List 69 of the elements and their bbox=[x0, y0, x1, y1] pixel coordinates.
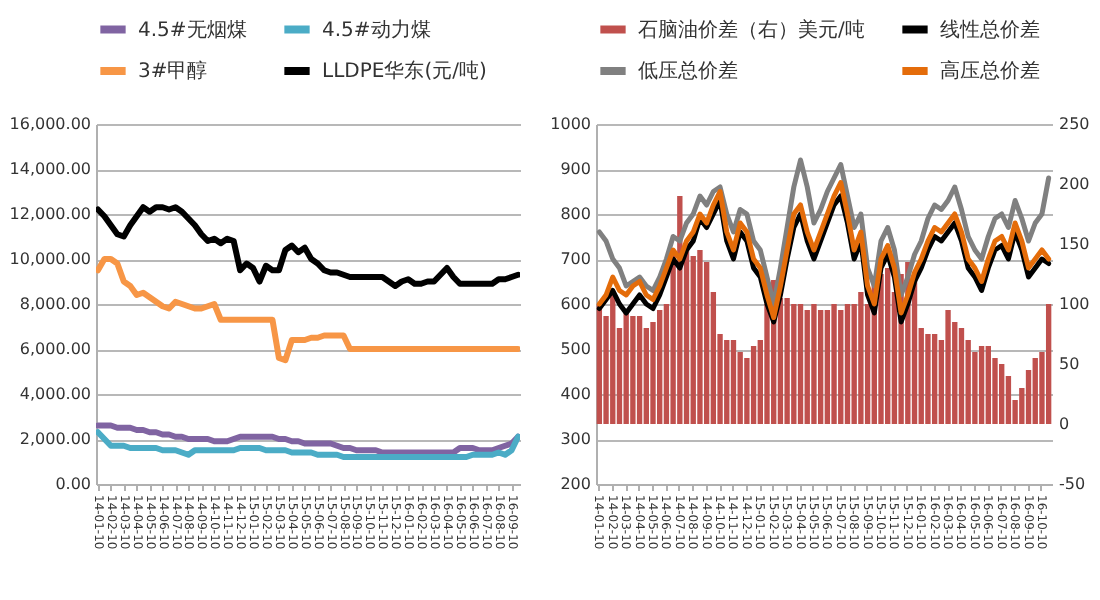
legend-label: 4.5#无烟煤 bbox=[138, 17, 247, 42]
y2-tick-label: 250 bbox=[1059, 115, 1090, 133]
bar bbox=[844, 304, 851, 424]
legend-label: 石脑油价差（右）美元/吨 bbox=[638, 17, 865, 42]
bar bbox=[885, 268, 891, 424]
legend-label: 高压总价差 bbox=[940, 59, 1040, 83]
bar bbox=[1032, 358, 1038, 424]
y-tick-label: 14,000.00 bbox=[9, 160, 91, 178]
bar bbox=[791, 304, 797, 424]
bar bbox=[690, 256, 696, 424]
bar bbox=[804, 310, 810, 424]
bar bbox=[838, 310, 844, 424]
bar bbox=[730, 340, 737, 424]
bar bbox=[1045, 304, 1052, 424]
legend-label: 线性总价差 bbox=[940, 17, 1040, 42]
bar bbox=[657, 310, 663, 424]
y2-tick-label: 200 bbox=[1059, 175, 1090, 193]
bar bbox=[858, 292, 864, 424]
line-series bbox=[96, 256, 520, 364]
bar bbox=[784, 298, 790, 424]
bar bbox=[636, 316, 643, 424]
y-tick-label: 1000 bbox=[550, 115, 591, 133]
bar bbox=[958, 328, 965, 424]
y-tick-label: 400 bbox=[560, 385, 591, 403]
bar bbox=[811, 304, 817, 424]
y-tick-label: 700 bbox=[560, 250, 591, 268]
y-tick-label: 0.00 bbox=[55, 475, 91, 493]
bar bbox=[831, 304, 837, 424]
line-series bbox=[96, 429, 520, 460]
bar bbox=[817, 310, 824, 424]
y-tick-label: 6,000.00 bbox=[19, 340, 91, 358]
y-tick-label: 800 bbox=[560, 205, 591, 223]
y-tick-label: 2,000.00 bbox=[19, 430, 91, 448]
bar bbox=[630, 316, 636, 424]
bar bbox=[724, 340, 730, 424]
y-tick-label: 500 bbox=[560, 340, 591, 358]
y-tick-label: 900 bbox=[560, 160, 591, 178]
bar bbox=[978, 346, 985, 424]
y-tick-label: 4,000.00 bbox=[19, 385, 91, 403]
y2-tick-label: -50 bbox=[1059, 475, 1086, 493]
bar bbox=[750, 346, 757, 424]
bar bbox=[878, 274, 884, 424]
legend-label: LLDPE华东(元/吨) bbox=[322, 59, 487, 83]
legend-label: 3#甲醇 bbox=[138, 59, 208, 83]
y-tick-label: 8,000.00 bbox=[19, 295, 91, 313]
bar bbox=[931, 334, 938, 424]
legend-label: 低压总价差 bbox=[638, 59, 738, 83]
line-series bbox=[96, 204, 520, 289]
y2-tick-label: 50 bbox=[1059, 355, 1080, 373]
bar bbox=[697, 250, 703, 424]
y-tick-label: 10,000.00 bbox=[9, 250, 91, 268]
bar bbox=[623, 310, 629, 424]
y-tick-label: 200 bbox=[560, 475, 591, 493]
bar bbox=[797, 304, 804, 424]
bar bbox=[985, 346, 991, 424]
line-series bbox=[96, 422, 520, 456]
y-tick-label: 12,000.00 bbox=[9, 205, 91, 223]
y2-tick-label: 100 bbox=[1059, 295, 1090, 313]
bar bbox=[925, 334, 931, 424]
line-series bbox=[596, 157, 1052, 307]
y2-tick-label: 150 bbox=[1059, 235, 1090, 253]
y-tick-label: 300 bbox=[560, 430, 591, 448]
bar bbox=[999, 364, 1005, 424]
y-tick-label: 600 bbox=[560, 295, 591, 313]
legend-label: 4.5#动力煤 bbox=[322, 17, 431, 42]
y-tick-label: 16,000.00 bbox=[9, 115, 91, 133]
y2-tick-label: 0 bbox=[1059, 415, 1070, 433]
bar bbox=[824, 310, 831, 424]
bar bbox=[945, 310, 951, 424]
